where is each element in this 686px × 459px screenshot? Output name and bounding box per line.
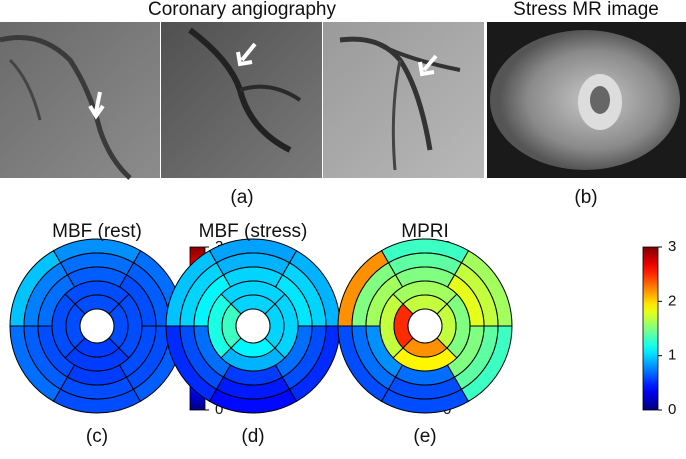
colorbar-tick-label: 0 xyxy=(668,401,676,418)
angiogram-images xyxy=(0,22,484,180)
center-hole xyxy=(79,308,115,344)
colorbar xyxy=(642,246,659,411)
colorbar-tick-label: 0 xyxy=(215,401,223,418)
panel-label: (e) xyxy=(413,426,436,447)
colorbar-tick-label: 2 xyxy=(668,292,676,309)
plot-title: MPRI xyxy=(401,221,449,242)
panel-label: (a) xyxy=(230,187,253,208)
panel-label: (b) xyxy=(574,187,597,208)
panel-title: Coronary angiography xyxy=(148,0,337,20)
plot-title: MBF (stress) xyxy=(199,221,308,242)
bullseye-plots: MBF (rest)(c)0123MBF (stress)(d)0123MPRI… xyxy=(9,221,676,447)
colorbar-tick-label: 1 xyxy=(668,347,676,364)
center-hole xyxy=(407,308,443,344)
panel-title: Stress MR image xyxy=(513,0,659,20)
panel-label: (d) xyxy=(241,426,264,447)
bullseye: MPRI (e) 0 1 2 3 xyxy=(337,221,676,447)
center-hole xyxy=(235,308,271,344)
panel-label: (c) xyxy=(86,426,108,447)
mr-image xyxy=(487,22,686,178)
colorbar-tick-label: 3 xyxy=(668,238,676,255)
plot-title: MBF (rest) xyxy=(52,221,142,242)
